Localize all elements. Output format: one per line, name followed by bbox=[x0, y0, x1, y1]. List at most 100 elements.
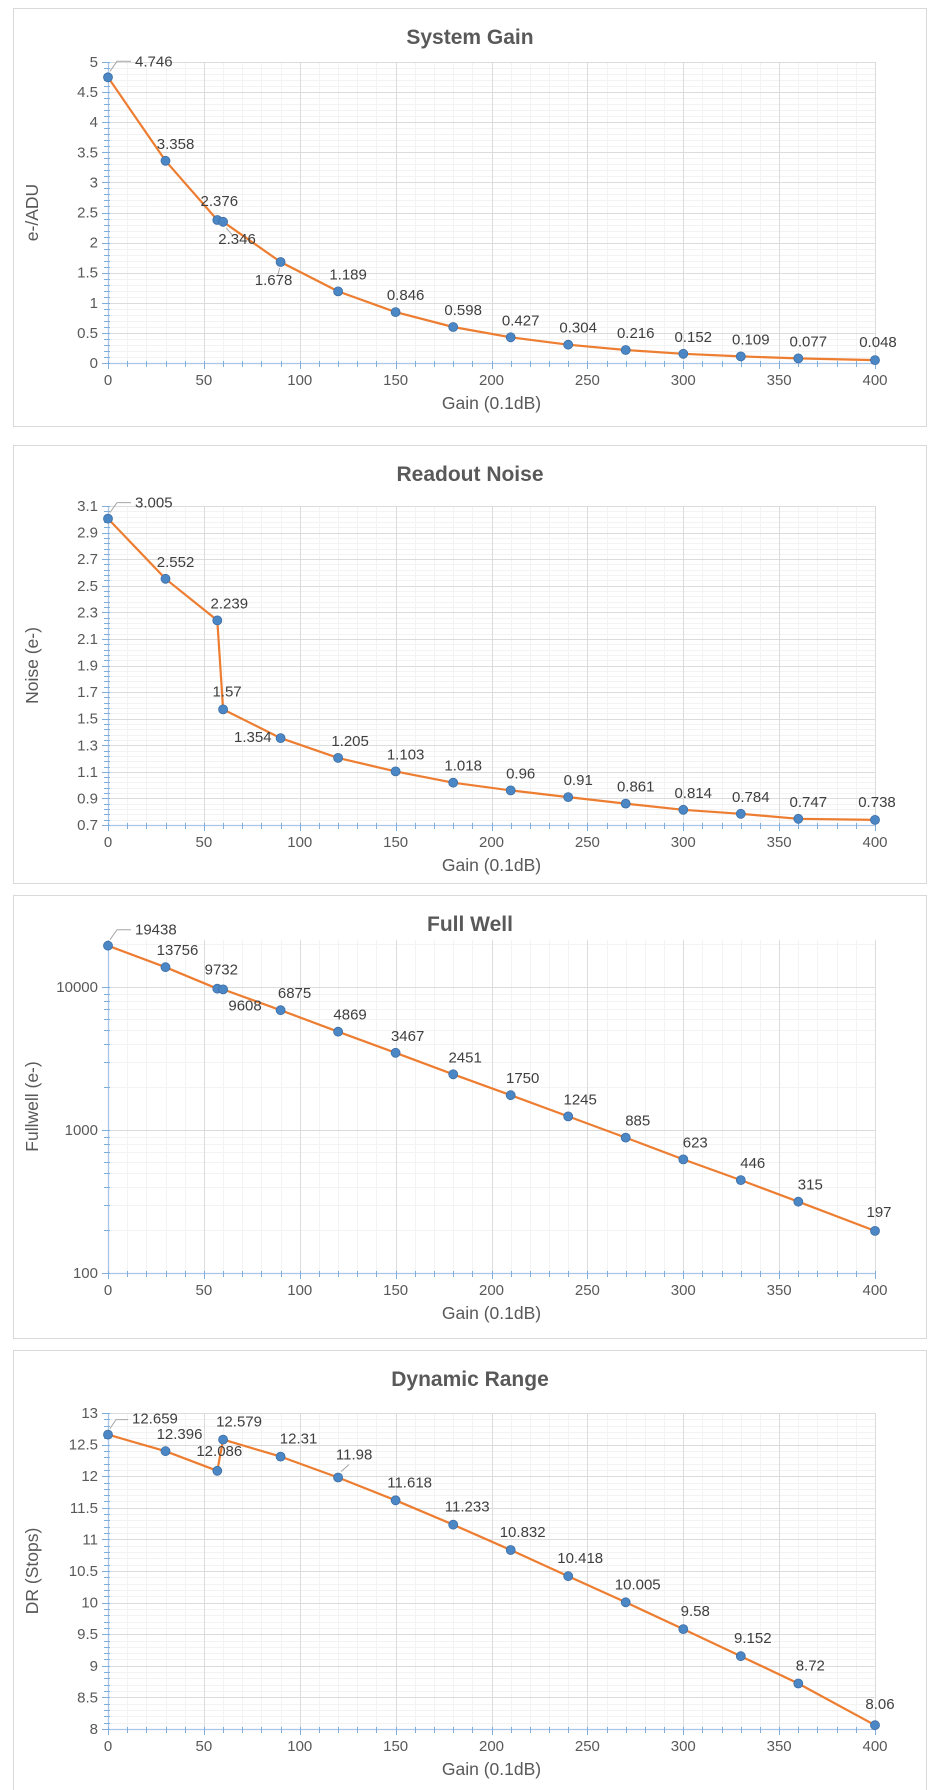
data-label: 0.747 bbox=[790, 794, 828, 811]
chart-panel-readout-noise: Readout Noise 0 50 100 150 200 250 300 350 400 0.7… bbox=[13, 445, 927, 884]
x-axis-tick-label: 50 bbox=[196, 1738, 213, 1755]
data-label: 446 bbox=[740, 1155, 765, 1172]
chart-title: Dynamic Range bbox=[391, 1368, 549, 1391]
y-axis-tick-label: 8.5 bbox=[77, 1689, 98, 1706]
x-axis-tick-labels: 0 50 100 150 200 250 300 350 400 bbox=[104, 1738, 888, 1755]
x-axis-tick-label: 250 bbox=[575, 834, 600, 851]
y-axis-tick-label: 1.5 bbox=[77, 711, 98, 728]
y-axis-title: DR (Stops) bbox=[22, 1528, 42, 1615]
data-labels: 19438 13756 9732 9608 6875 4869 3467 2451 1750 12… bbox=[135, 922, 892, 1221]
x-axis-tick-label: 400 bbox=[862, 372, 887, 389]
data-point-marker bbox=[275, 257, 286, 267]
data-point-marker bbox=[160, 962, 171, 973]
data-label: 9.152 bbox=[734, 1630, 772, 1647]
y-axis-tick-label: 2.5 bbox=[77, 578, 98, 595]
y-axis-tick-label: 1.9 bbox=[77, 658, 98, 675]
data-point-marker bbox=[870, 1720, 880, 1731]
data-label: 12.396 bbox=[157, 1426, 203, 1443]
data-point-marker bbox=[793, 813, 804, 824]
data-point-marker bbox=[160, 573, 171, 584]
data-label: 8.06 bbox=[865, 1696, 894, 1713]
label-leader-line bbox=[277, 267, 281, 277]
label-leader-lines bbox=[109, 1419, 350, 1472]
data-point-marker bbox=[505, 1545, 516, 1555]
x-axis-tick-label: 400 bbox=[862, 1282, 887, 1299]
data-label: 3.005 bbox=[135, 495, 173, 512]
label-leader-lines bbox=[109, 929, 131, 940]
x-axis-tick-label: 100 bbox=[287, 834, 312, 851]
y-axis-tick-label: 100 bbox=[73, 1265, 98, 1282]
y-axis-tick-label: 2.3 bbox=[77, 604, 98, 621]
data-point-marker bbox=[212, 1465, 223, 1476]
y-axis-tick-label: 10.5 bbox=[69, 1563, 98, 1580]
y-axis-tick-label: 3 bbox=[90, 174, 98, 191]
data-label: 0.846 bbox=[387, 287, 425, 304]
chart-panel-full-well: Full Well 0 50 100 150 200 250 300 350 400 100 1000… bbox=[13, 895, 927, 1339]
data-point-markers bbox=[103, 1429, 880, 1731]
y-axis-tick-label: 3.1 bbox=[77, 498, 98, 515]
minor-gridlines bbox=[108, 940, 875, 1273]
y-axis-tick-label: 9.5 bbox=[77, 1626, 98, 1643]
y-axis-tick-labels: 100 1000 10000 bbox=[56, 979, 98, 1282]
data-point-marker bbox=[870, 355, 880, 366]
data-point-marker bbox=[333, 752, 344, 763]
data-point-marker bbox=[735, 351, 746, 362]
data-point-marker bbox=[505, 1090, 516, 1101]
x-axis-tick-label: 300 bbox=[671, 1738, 696, 1755]
data-label: 4.746 bbox=[135, 53, 173, 70]
data-label: 2451 bbox=[448, 1049, 481, 1066]
data-label: 9.58 bbox=[681, 1603, 710, 1620]
data-point-marker bbox=[390, 766, 401, 777]
x-axis-tick-labels: 0 50 100 150 200 250 300 350 400 bbox=[104, 1282, 888, 1299]
label-leader-line bbox=[109, 60, 131, 72]
label-leader-line bbox=[109, 1419, 128, 1429]
y-axis-tick-label: 8 bbox=[90, 1721, 98, 1738]
data-point-marker bbox=[103, 72, 113, 83]
data-point-marker bbox=[390, 307, 401, 318]
x-axis-tick-label: 50 bbox=[196, 834, 213, 851]
y-axis-tick-label: 2.1 bbox=[77, 631, 98, 648]
data-label: 11.233 bbox=[445, 1499, 490, 1516]
x-axis-tick-label: 50 bbox=[196, 372, 213, 389]
data-point-marker bbox=[735, 1651, 746, 1662]
data-label: 11.98 bbox=[336, 1446, 372, 1463]
y-axis-tick-label: 5 bbox=[90, 54, 98, 71]
full-well-chart: Full Well 0 50 100 150 200 250 300 350 400 100 1000… bbox=[13, 895, 927, 1339]
data-point-marker bbox=[448, 1519, 459, 1530]
y-axis-tick-label: 1.5 bbox=[77, 265, 98, 282]
y-axis-tick-label: 2.9 bbox=[77, 525, 98, 542]
data-label: 1750 bbox=[506, 1070, 539, 1087]
data-point-marker bbox=[870, 1225, 880, 1236]
data-label: 0.814 bbox=[674, 785, 712, 802]
y-axis-tick-label: 2.5 bbox=[77, 205, 98, 222]
y-axis-tick-labels: 0 0.5 1 1.5 2 2.5 3 3.5 4 4.5 5 bbox=[77, 54, 98, 372]
x-axis-tick-label: 250 bbox=[575, 372, 600, 389]
y-axis-tick-label: 0 bbox=[90, 355, 98, 372]
data-label: 8.72 bbox=[796, 1657, 825, 1674]
data-point-marker bbox=[735, 1175, 746, 1186]
data-label: 2.346 bbox=[218, 231, 256, 248]
y-axis-tick-label: 11.5 bbox=[70, 1500, 98, 1517]
data-point-marker bbox=[218, 216, 229, 227]
x-axis-tick-labels: 0 50 100 150 200 250 300 350 400 bbox=[104, 372, 888, 389]
x-axis-tick-label: 350 bbox=[767, 1738, 792, 1755]
data-point-marker bbox=[563, 1111, 574, 1122]
y-axis-tick-label: 1.3 bbox=[77, 737, 98, 754]
data-label: 12.579 bbox=[216, 1414, 262, 1431]
data-label: 9608 bbox=[228, 997, 261, 1014]
y-axis-title: Fullwell (e-) bbox=[22, 1061, 42, 1151]
x-axis-tick-label: 300 bbox=[671, 372, 696, 389]
data-point-marker bbox=[218, 704, 229, 715]
system-gain-chart: System Gain 0 50 100 150 200 250 300 350 400 0 0.5 1… bbox=[13, 8, 927, 427]
x-axis-tick-label: 100 bbox=[287, 1282, 312, 1299]
data-point-marker bbox=[620, 345, 631, 355]
y-axis-tick-labels: 0.7 0.9 1.1 1.3 1.5 1.7 1.9 2.1 2.3 2.5 2.7 2.9 3.1 bbox=[77, 498, 98, 834]
data-point-marker bbox=[333, 1026, 344, 1037]
data-label: 12.659 bbox=[132, 1411, 178, 1428]
y-axis-tick-label: 12.5 bbox=[69, 1437, 98, 1454]
data-point-marker bbox=[390, 1495, 401, 1506]
axis-ticks bbox=[102, 944, 876, 1279]
x-axis-tick-label: 350 bbox=[767, 372, 792, 389]
data-point-marker bbox=[620, 798, 631, 809]
data-point-marker bbox=[563, 339, 574, 350]
